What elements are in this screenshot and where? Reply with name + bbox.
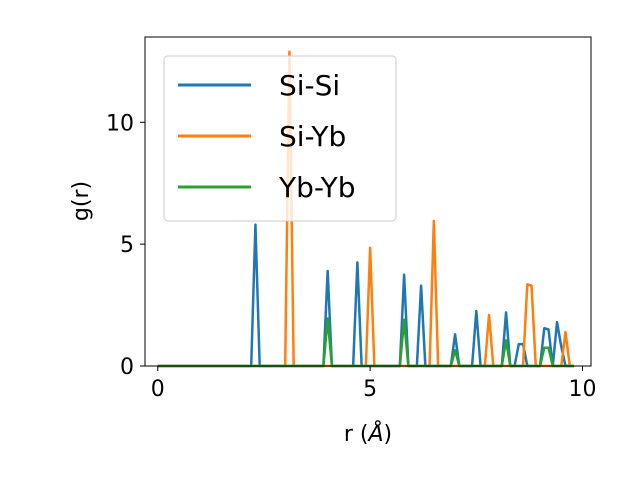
y-tick-label: 0 [120,355,134,380]
axes-frame [144,36,592,367]
ticks-layer: 0 5 10 0 5 10 [106,111,597,402]
plot-area [144,36,592,368]
y-axis-label: g(r) [69,181,94,221]
x-axis-label-close: ) [384,422,393,447]
legend-label: Yb-Yb [278,171,356,204]
x-tick-label: 10 [569,377,597,402]
legend-frame [163,55,397,222]
x-axis-label-text: r ( [344,422,369,447]
x-axis-label-unit: Å [366,420,383,447]
x-tick-label: 0 [151,377,165,402]
series-line-yb-yb [157,317,575,368]
y-tick-label: 5 [120,233,134,258]
x-tick-label: 5 [363,377,377,402]
x-axis-label: r (Å) [344,420,392,447]
legend-label: Si-Si [279,69,340,102]
y-tick-label: 10 [106,111,134,136]
legend: Si-Si Si-Yb Yb-Yb [163,55,397,222]
legend-label: Si-Yb [279,120,346,153]
